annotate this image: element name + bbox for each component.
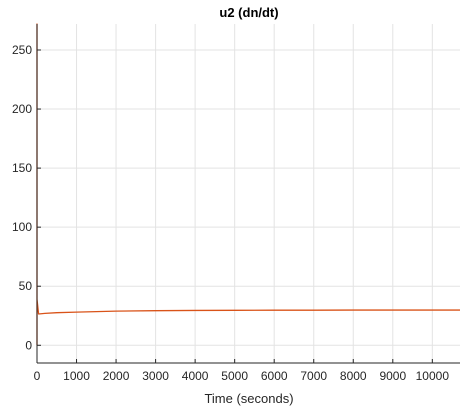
x-tick-label: 8000 bbox=[340, 369, 367, 383]
x-tick-label: 7000 bbox=[300, 369, 327, 383]
y-tick-label: 100 bbox=[12, 220, 32, 234]
x-tick-label: 4000 bbox=[182, 369, 209, 383]
y-tick-label: 150 bbox=[12, 161, 32, 175]
x-tick-label: 9000 bbox=[379, 369, 406, 383]
grid bbox=[36, 24, 460, 363]
x-tick-label: 6000 bbox=[261, 369, 288, 383]
x-tick-label: 10000 bbox=[416, 369, 450, 383]
ticks: 0 1000 2000 3000 4000 5000 6000 7000 8000 9000 100… bbox=[12, 43, 449, 383]
x-tick-label: 1000 bbox=[63, 369, 90, 383]
y-tick-label: 200 bbox=[12, 102, 32, 116]
series-layer bbox=[36, 23, 460, 346]
chart-title: u2 (dn/dt) bbox=[219, 5, 278, 20]
x-axis-label: Time (seconds) bbox=[204, 391, 293, 406]
x-tick-label: 3000 bbox=[142, 369, 169, 383]
y-tick-label: 0 bbox=[25, 338, 32, 352]
y-tick-label: 50 bbox=[19, 279, 33, 293]
x-tick-label: 2000 bbox=[103, 369, 130, 383]
x-tick-label: 0 bbox=[34, 369, 41, 383]
axes bbox=[36, 24, 460, 364]
x-tick-label: 5000 bbox=[221, 369, 248, 383]
y-tick-label: 250 bbox=[12, 43, 32, 57]
series-line bbox=[36, 23, 460, 346]
